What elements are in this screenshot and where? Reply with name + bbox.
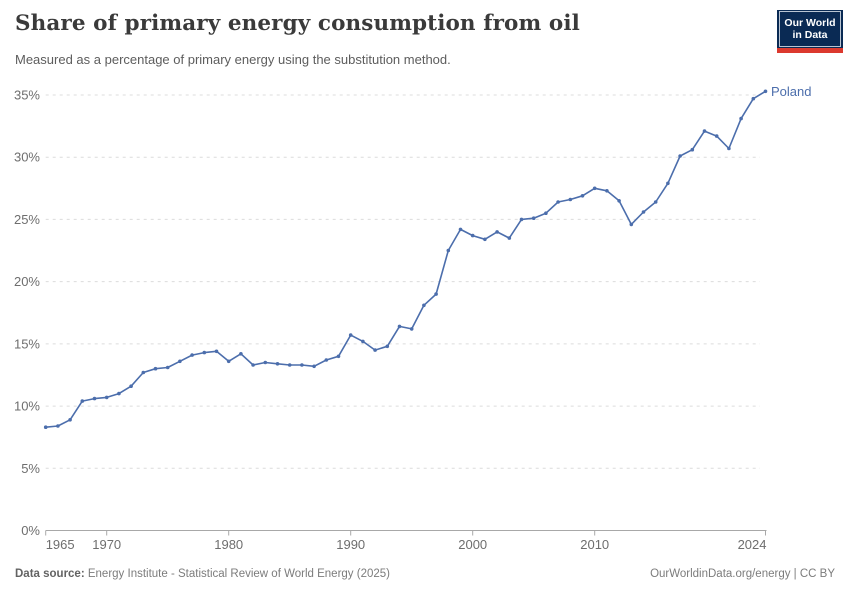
data-point <box>666 181 670 186</box>
data-point <box>104 395 109 400</box>
data-point <box>544 211 548 215</box>
y-axis-label: 5% <box>21 461 40 476</box>
data-point <box>483 237 487 242</box>
page-title: Share of primary energy consumption from… <box>15 11 580 36</box>
data-point <box>141 370 146 375</box>
data-point <box>336 354 341 359</box>
data-point <box>629 222 634 227</box>
data-point <box>751 96 756 101</box>
owid-logo-line2: in Data <box>792 29 828 41</box>
data-point <box>263 360 268 365</box>
data-point <box>202 350 207 355</box>
data-point <box>312 364 316 369</box>
x-axis-label: 2000 <box>458 537 487 552</box>
y-axis-label: 15% <box>14 336 40 351</box>
data-point <box>275 362 280 366</box>
data-point <box>727 146 731 151</box>
data-point <box>385 344 390 349</box>
entity-label-poland: Poland <box>771 84 811 99</box>
data-point <box>300 363 304 367</box>
data-point <box>556 200 560 204</box>
y-axis-label: 20% <box>14 274 40 289</box>
y-axis-label: 10% <box>14 399 40 414</box>
data-point <box>470 233 475 238</box>
y-axis-label: 30% <box>14 150 40 165</box>
data-point <box>80 399 85 403</box>
data-point <box>178 359 182 364</box>
data-source-label: Data source: <box>15 568 85 580</box>
owid-logo: Our World in Data <box>777 10 843 53</box>
data-point <box>361 339 365 344</box>
x-axis-label: 1980 <box>214 537 243 552</box>
data-point <box>56 424 60 428</box>
data-point <box>348 333 353 337</box>
x-axis-label: 2010 <box>580 537 609 552</box>
data-point <box>251 363 255 367</box>
data-point <box>519 217 524 222</box>
owid-logo-text: Our World in Data <box>779 11 841 47</box>
data-point <box>422 303 426 308</box>
data-point <box>214 349 219 354</box>
data-point <box>117 391 121 396</box>
y-axis-label: 25% <box>14 212 40 227</box>
owid-logo-red-strip <box>777 48 843 53</box>
data-point <box>739 116 743 121</box>
chart-subtitle: Measured as a percentage of primary ener… <box>15 52 451 67</box>
data-point <box>92 396 97 401</box>
owid-logo-line1: Our World <box>784 17 836 29</box>
data-point <box>165 365 170 370</box>
owid-logo-navy: Our World in Data <box>777 10 843 48</box>
data-point <box>580 194 585 198</box>
data-point <box>129 384 133 389</box>
data-point <box>763 89 768 94</box>
data-point <box>568 197 573 202</box>
data-point <box>531 216 536 220</box>
data-point <box>714 134 719 138</box>
data-point <box>153 366 158 371</box>
data-point <box>641 210 646 214</box>
series-line[interactable] <box>44 90 767 428</box>
data-point <box>397 324 402 329</box>
data-point <box>495 230 499 234</box>
y-axis-label: 0% <box>21 523 40 538</box>
data-point <box>287 363 292 367</box>
data-point <box>678 154 682 158</box>
data-point <box>653 200 658 204</box>
footer: Data source: Energy Institute - Statisti… <box>15 568 835 580</box>
data-point <box>190 353 194 357</box>
data-source-text: Energy Institute - Statistical Review of… <box>84 568 390 580</box>
data-point <box>605 189 609 193</box>
credit-link[interactable]: OurWorldinData.org/energy | CC BY <box>650 568 835 580</box>
data-point <box>239 352 243 356</box>
data-point <box>409 327 414 331</box>
data-point <box>226 359 231 364</box>
data-point <box>507 236 512 240</box>
x-axis-label: 1965 <box>46 537 75 552</box>
data-point <box>68 418 72 422</box>
x-axis-label: 2024 <box>738 537 767 552</box>
data-point <box>458 227 463 232</box>
data-point <box>434 292 438 296</box>
data-point <box>373 348 377 352</box>
data-source: Data source: Energy Institute - Statisti… <box>15 568 390 580</box>
x-axis-label: 1970 <box>92 537 121 552</box>
data-point <box>702 129 707 133</box>
data-point <box>617 199 621 203</box>
data-point <box>324 358 329 362</box>
data-point <box>690 147 695 152</box>
data-point <box>446 248 451 253</box>
data-point <box>592 186 597 191</box>
y-axis-label: 35% <box>14 88 40 103</box>
data-point <box>43 425 48 430</box>
x-axis-label: 1990 <box>336 537 365 552</box>
